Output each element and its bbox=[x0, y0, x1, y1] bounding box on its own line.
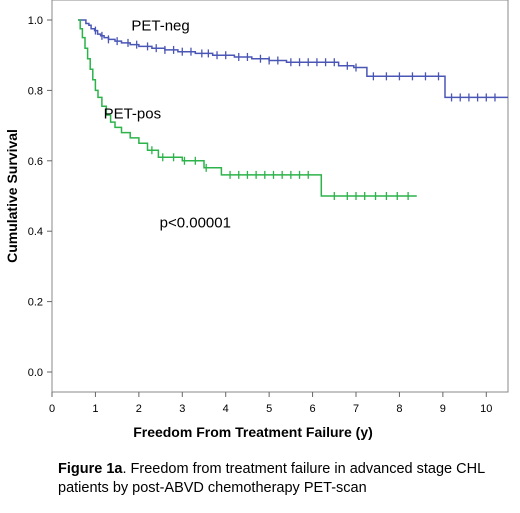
x-tick-label: 6 bbox=[310, 403, 316, 415]
chart-annotation: PET-pos bbox=[104, 105, 162, 122]
y-tick-label: 0.4 bbox=[28, 226, 43, 238]
x-tick-label: 4 bbox=[223, 403, 229, 415]
pet-pos-series bbox=[78, 19, 417, 200]
chart-annotation: p<0.00001 bbox=[160, 214, 231, 231]
pet-neg-survival-line bbox=[78, 19, 508, 99]
x-axis: 0 1 2 3 4 5 6 7 8 9 10 bbox=[49, 392, 492, 415]
x-tick-label: 2 bbox=[136, 403, 142, 415]
caption-text: . Freedom from treatment failure in adva… bbox=[58, 461, 485, 496]
plot-area bbox=[51, 0, 509, 393]
x-tick-label: 10 bbox=[480, 403, 492, 415]
x-tick-label: 0 bbox=[49, 403, 55, 415]
x-tick-label: 8 bbox=[396, 403, 402, 415]
caption-label: Figure 1a bbox=[58, 461, 123, 477]
chart-annotation: PET-neg bbox=[131, 17, 189, 34]
x-tick-label: 1 bbox=[92, 403, 98, 415]
figure-caption: Figure 1a. Freedom from treatment failur… bbox=[58, 460, 518, 498]
x-tick-label: 3 bbox=[179, 403, 185, 415]
x-tick-label: 5 bbox=[266, 403, 272, 415]
y-tick-label: 0.2 bbox=[28, 297, 43, 309]
x-tick-label: 7 bbox=[353, 403, 359, 415]
pet-pos-survival-line bbox=[78, 19, 417, 197]
y-tick-label: 0.6 bbox=[28, 156, 43, 168]
pet-neg-series bbox=[78, 19, 508, 102]
x-tick-label: 9 bbox=[440, 403, 446, 415]
y-tick-label: 0.8 bbox=[28, 85, 43, 97]
x-axis-title: Freedom From Treatment Failure (y) bbox=[133, 424, 373, 440]
y-axis: 0.0 0.2 0.4 0.6 0.8 1.0 bbox=[28, 15, 52, 379]
y-tick-label: 0.0 bbox=[28, 367, 43, 379]
series-layer bbox=[78, 19, 508, 200]
y-tick-label: 1.0 bbox=[28, 15, 43, 27]
y-axis-title: Cumulative Survival bbox=[4, 129, 20, 263]
annotation-layer: PET-neg PET-pos p<0.00001 bbox=[104, 17, 231, 231]
